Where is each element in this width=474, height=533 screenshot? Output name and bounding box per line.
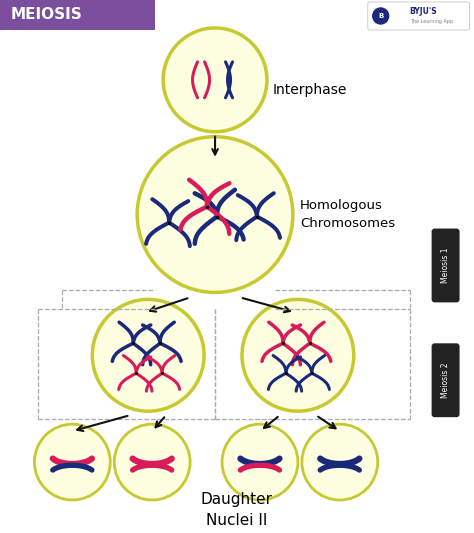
- FancyBboxPatch shape: [0, 0, 155, 30]
- Text: BYJU'S: BYJU'S: [410, 7, 438, 17]
- Circle shape: [35, 424, 110, 500]
- Circle shape: [242, 300, 354, 411]
- Text: Meiosis 1: Meiosis 1: [441, 248, 450, 283]
- Text: The Learning App: The Learning App: [410, 20, 453, 25]
- Circle shape: [373, 8, 389, 24]
- Circle shape: [163, 28, 267, 132]
- Circle shape: [114, 424, 190, 500]
- Circle shape: [222, 424, 298, 500]
- Text: Interphase: Interphase: [273, 83, 347, 97]
- Text: B: B: [378, 13, 383, 19]
- Text: Meiosis 2: Meiosis 2: [441, 362, 450, 398]
- Circle shape: [92, 300, 204, 411]
- FancyBboxPatch shape: [432, 343, 460, 417]
- Text: MEIOSIS: MEIOSIS: [10, 7, 82, 22]
- Text: Homologous
Chromosomes: Homologous Chromosomes: [300, 199, 395, 230]
- Circle shape: [302, 424, 378, 500]
- FancyBboxPatch shape: [368, 2, 470, 30]
- Circle shape: [137, 137, 293, 293]
- Text: Daughter
Nuclei II: Daughter Nuclei II: [201, 492, 273, 528]
- FancyBboxPatch shape: [432, 229, 460, 302]
